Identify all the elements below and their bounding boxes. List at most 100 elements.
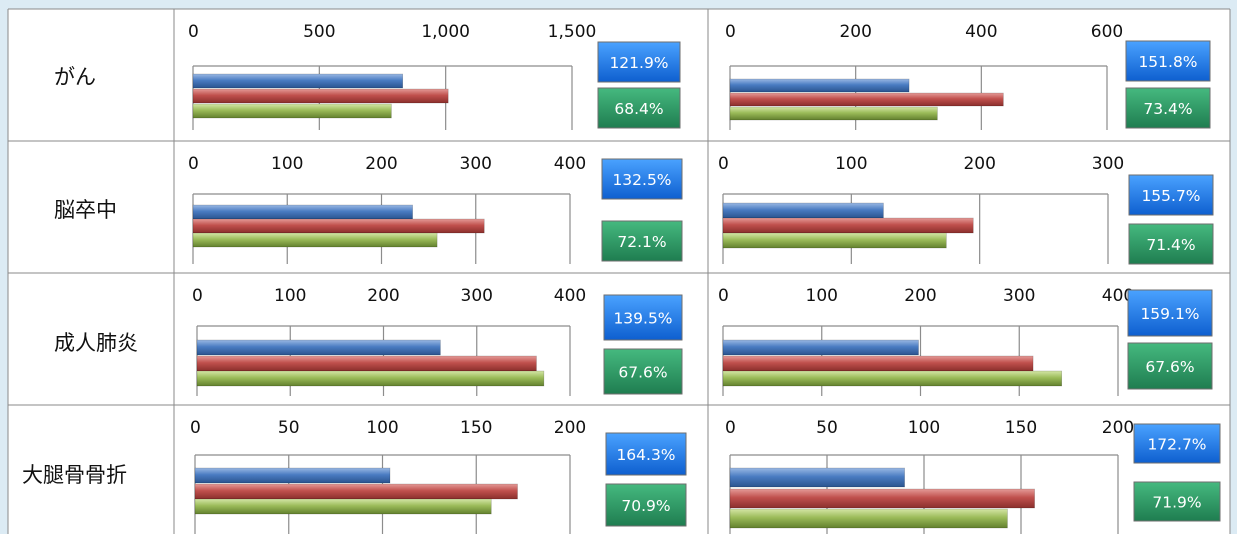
bar-series-1 <box>729 467 905 488</box>
tick-label: 0 <box>188 22 199 42</box>
tick-label: 100 <box>835 154 867 174</box>
bar-chart: 0 100 200 300 400 132.5% 72.1% <box>188 154 683 264</box>
tick-label: 0 <box>190 418 201 438</box>
bar-series-2 <box>722 217 974 234</box>
ratio-badge-blue <box>605 432 687 476</box>
ratio-badge-green <box>1128 223 1214 265</box>
bar-chart: 0 100 200 300 400 139.5% 67.6% <box>192 286 683 396</box>
bar-chart: 0 50 100 150 200 172.7% 71.9% <box>725 418 1221 534</box>
tick-label: 200 <box>839 22 871 42</box>
ratio-label: 71.9% <box>1152 494 1201 512</box>
bar-series-3 <box>192 232 438 248</box>
tick-label: 600 <box>1091 22 1123 42</box>
tick-label: 200 <box>367 286 399 306</box>
bar-series-2 <box>196 355 537 372</box>
bar-series-1 <box>192 73 404 89</box>
bar-chart: 0 500 1,000 1,500 121.9% 68.4% <box>188 22 681 130</box>
bar-series-2 <box>722 355 1034 372</box>
tick-label: 300 <box>461 286 493 306</box>
tick-label: 0 <box>718 286 729 306</box>
ratio-label: 151.8% <box>1138 53 1197 71</box>
tick-label: 0 <box>725 418 736 438</box>
tick-label: 500 <box>303 22 335 42</box>
tick-label: 400 <box>554 154 586 174</box>
bar-series-3 <box>196 370 545 387</box>
tick-label: 100 <box>271 154 303 174</box>
tick-label: 300 <box>460 154 492 174</box>
bar-series-2 <box>192 88 449 104</box>
ratio-label: 67.6% <box>618 364 667 382</box>
bar-series-1 <box>722 202 884 219</box>
bar-series-1 <box>192 204 413 220</box>
tick-label: 50 <box>816 418 838 438</box>
ratio-badge-green <box>603 348 683 395</box>
bar-series-2 <box>729 488 1035 509</box>
tick-label: 400 <box>965 22 997 42</box>
bar-series-3 <box>722 370 1063 387</box>
ratio-label: 72.1% <box>617 233 666 251</box>
row-label: がん <box>54 65 96 89</box>
tick-label: 200 <box>1102 418 1134 438</box>
bar-series-3 <box>192 103 392 119</box>
ratio-badge-blue <box>1133 423 1221 464</box>
tick-label: 150 <box>460 418 492 438</box>
ratio-badge-green <box>597 87 681 129</box>
tick-label: 200 <box>904 286 936 306</box>
tick-label: 400 <box>1102 286 1134 306</box>
bar-series-2 <box>192 218 485 234</box>
ratio-badge-blue <box>597 41 681 83</box>
ratio-label: 68.4% <box>614 100 663 118</box>
ratio-badge-blue <box>603 294 683 341</box>
tick-label: 200 <box>963 154 995 174</box>
ratio-label: 139.5% <box>613 310 672 328</box>
ratio-label: 73.4% <box>1143 100 1192 118</box>
tick-label: 100 <box>908 418 940 438</box>
tick-label: 300 <box>1092 154 1124 174</box>
bar-series-2 <box>729 92 1004 107</box>
ratio-badge-green <box>1133 481 1221 522</box>
ratio-badge-blue <box>1127 289 1213 337</box>
row-label: 成人肺炎 <box>54 331 138 355</box>
ratio-label: 155.7% <box>1141 187 1200 205</box>
ratio-label: 159.1% <box>1140 305 1199 323</box>
tick-label: 1,000 <box>421 22 470 42</box>
tick-label: 1,500 <box>548 22 597 42</box>
bar-series-3 <box>194 498 492 515</box>
bar-series-2 <box>194 483 518 500</box>
ratio-label: 164.3% <box>616 446 675 464</box>
ratio-label: 172.7% <box>1147 436 1206 454</box>
bar-series-1 <box>722 339 919 356</box>
row-label: 大腿骨骨折 <box>22 463 127 487</box>
bar-series-3 <box>729 106 938 121</box>
ratio-label: 121.9% <box>609 54 668 72</box>
tick-label: 0 <box>192 286 203 306</box>
ratio-badge-blue <box>1128 174 1214 216</box>
ratio-badge-green <box>1125 87 1211 129</box>
tick-label: 50 <box>278 418 300 438</box>
bar-chart: 0 100 200 300 155.7% 71.4% <box>718 154 1214 265</box>
bar-series-1 <box>729 78 910 93</box>
bar-chart: 0 50 100 150 200 164.3% 70.9% <box>190 418 687 534</box>
ratio-badge-green <box>605 483 687 527</box>
bar-series-3 <box>722 232 947 249</box>
tick-label: 400 <box>554 286 586 306</box>
tick-label: 100 <box>806 286 838 306</box>
tick-label: 100 <box>366 418 398 438</box>
ratio-label: 70.9% <box>621 497 670 515</box>
row-label: 脳卒中 <box>54 198 117 222</box>
tick-label: 200 <box>365 154 397 174</box>
tick-label: 150 <box>1005 418 1037 438</box>
ratio-badge-blue <box>1125 40 1211 82</box>
ratio-badge-green <box>1127 342 1213 390</box>
tick-label: 200 <box>554 418 586 438</box>
ratio-label: 71.4% <box>1146 236 1195 254</box>
tick-label: 0 <box>718 154 729 174</box>
tick-label: 0 <box>188 154 199 174</box>
tick-label: 300 <box>1003 286 1035 306</box>
tick-label: 100 <box>274 286 306 306</box>
ratio-label: 132.5% <box>612 171 671 189</box>
ratio-label: 67.6% <box>1145 358 1194 376</box>
bar-series-3 <box>729 508 1008 529</box>
